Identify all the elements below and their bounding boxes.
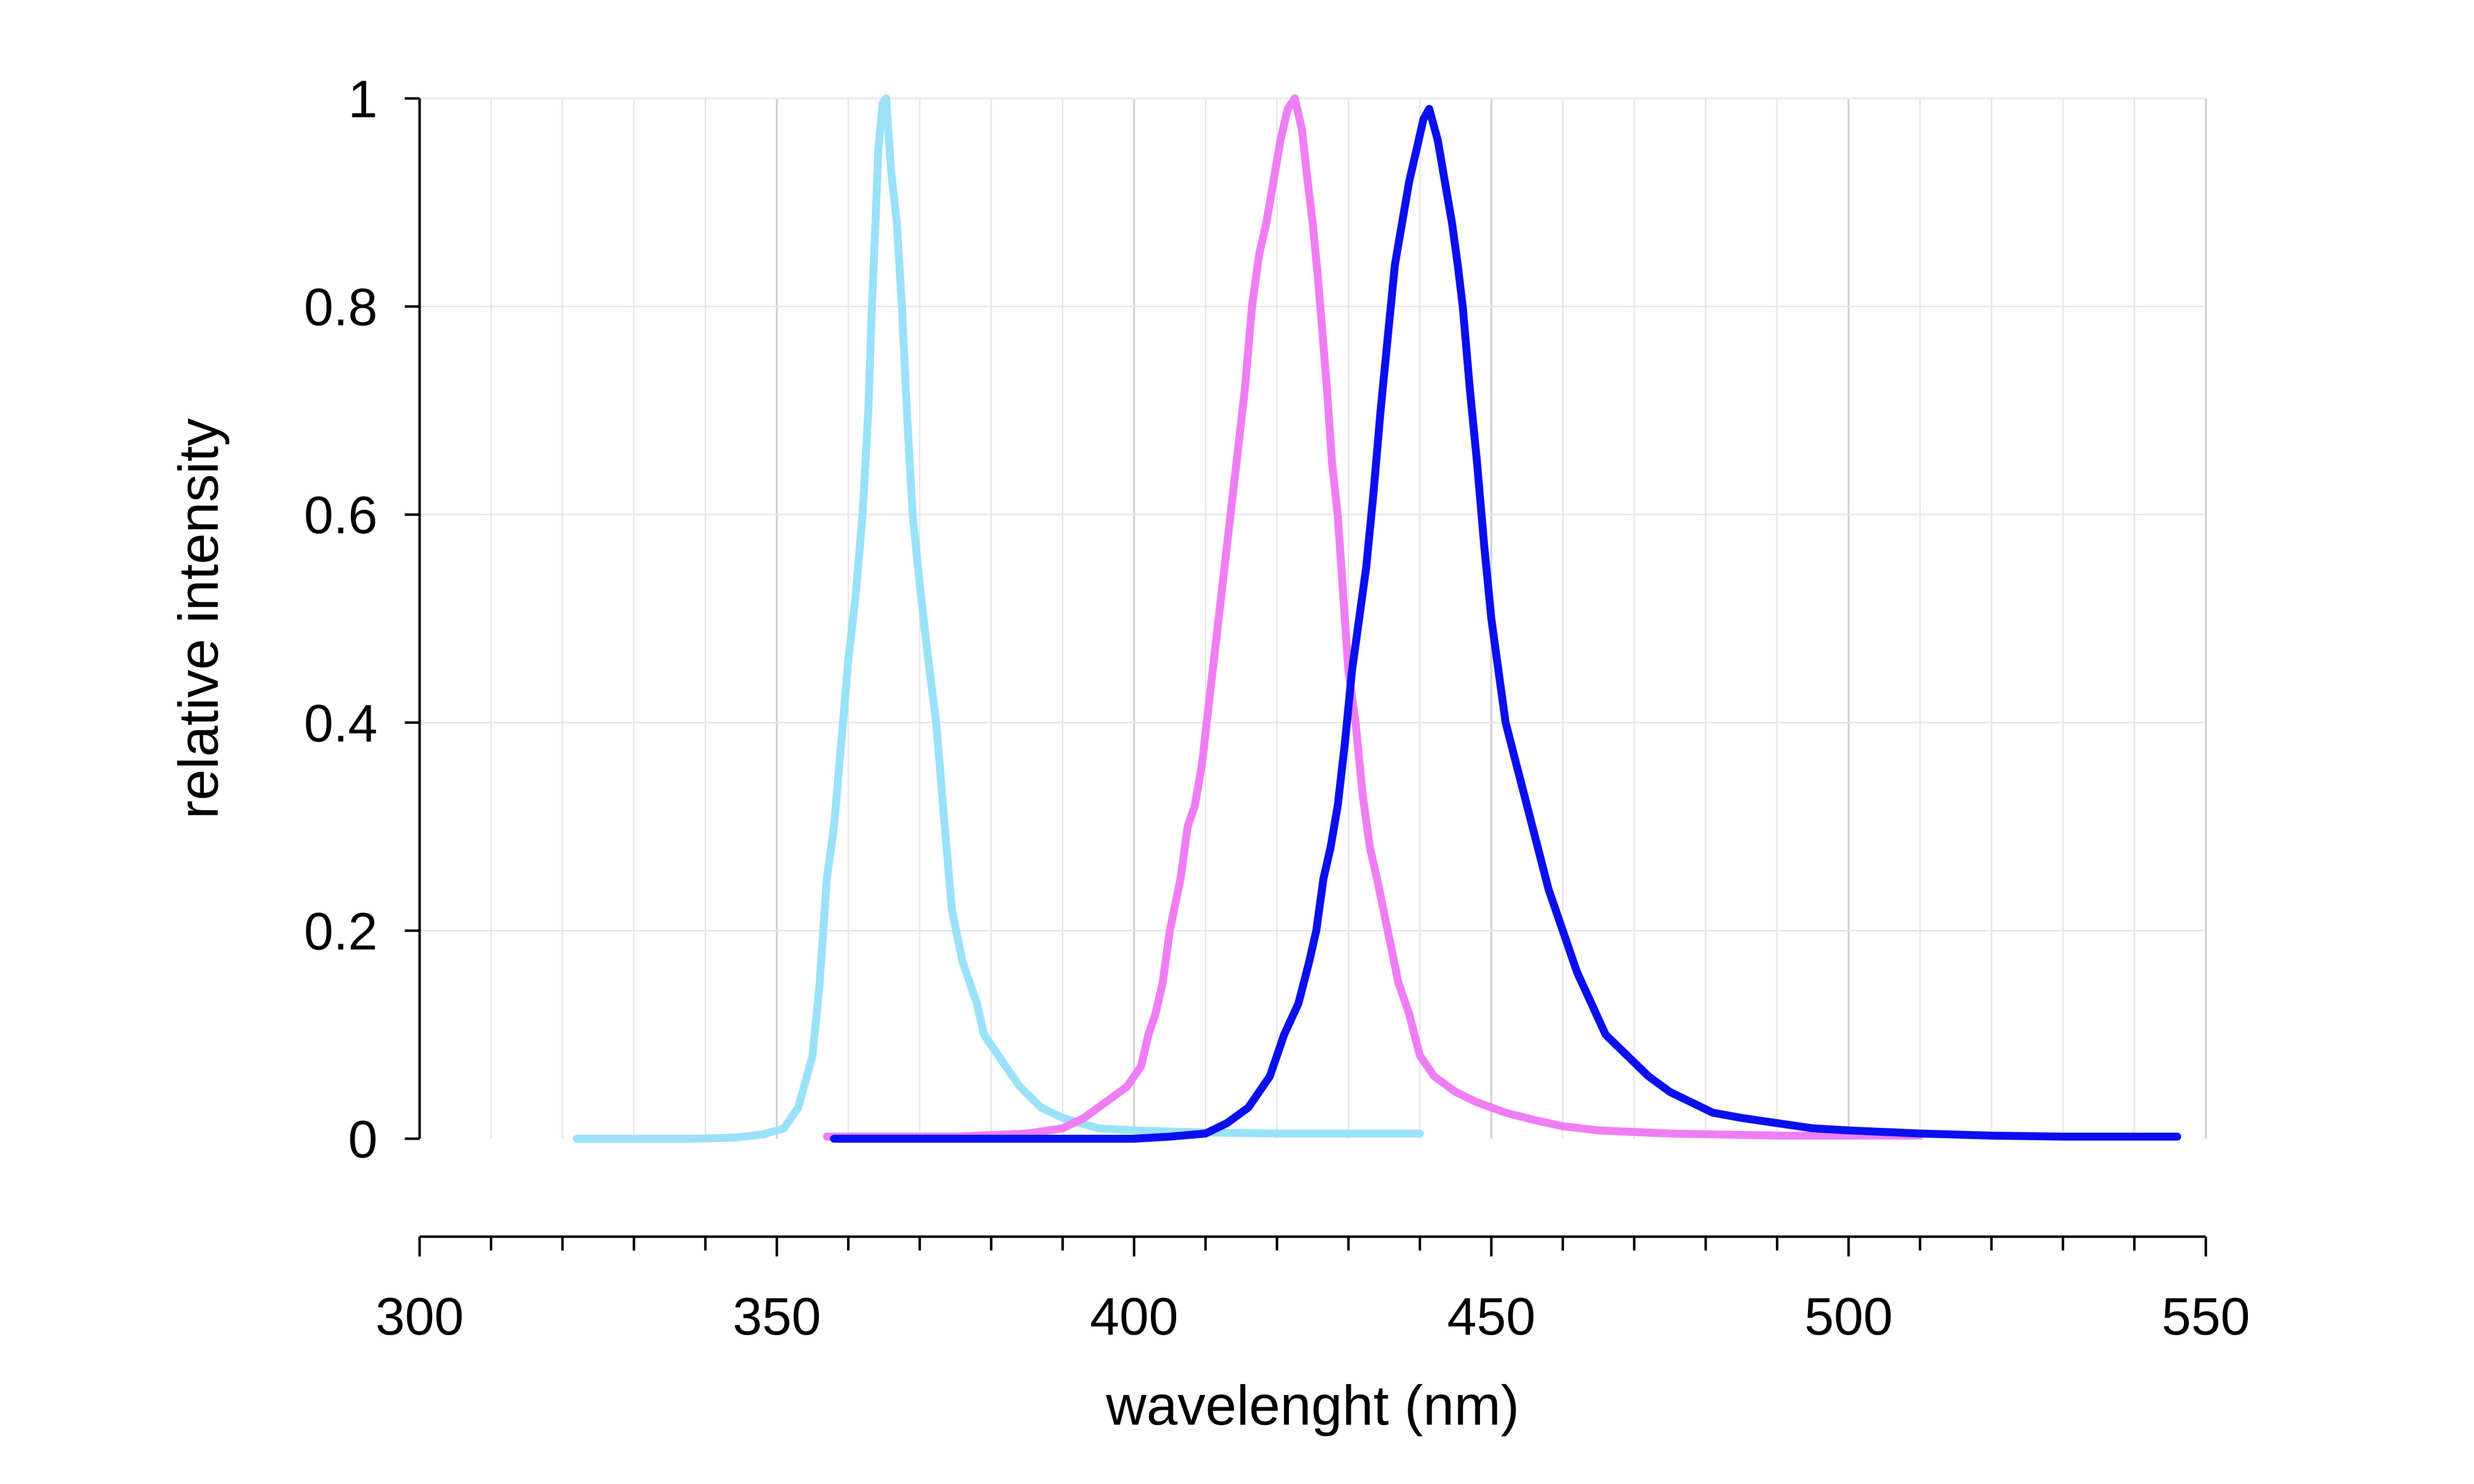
x-tick-label: 300 <box>376 1287 464 1346</box>
series-line-3 <box>830 105 2182 1143</box>
x-tick-label: 450 <box>1447 1287 1536 1346</box>
series-group <box>572 94 2182 1143</box>
x-axis: 300 350 400 450 500 550 <box>376 1235 2250 1346</box>
y-tick-label: 0.6 <box>304 485 378 545</box>
series-line-2 <box>823 94 1924 1141</box>
y-tick-label: 0.4 <box>304 694 378 753</box>
x-tick-label: 550 <box>2162 1287 2250 1346</box>
x-tick-label: 500 <box>1805 1287 1893 1346</box>
x-tick-label: 400 <box>1090 1287 1179 1346</box>
y-tick-label: 0.2 <box>304 901 378 961</box>
y-tick-label: 1 <box>348 69 378 129</box>
x-axis-title: wavelenght (nm) <box>1105 1374 1519 1437</box>
series-line-1 <box>572 94 1424 1143</box>
y-axis: 0 0.2 0.4 0.6 0.8 1 <box>304 69 421 1169</box>
y-tick-label: 0.8 <box>304 278 378 337</box>
y-axis-title: relative intensity <box>167 418 230 819</box>
y-tick-label: 0 <box>348 1110 378 1169</box>
x-tick-label: 350 <box>733 1287 821 1346</box>
